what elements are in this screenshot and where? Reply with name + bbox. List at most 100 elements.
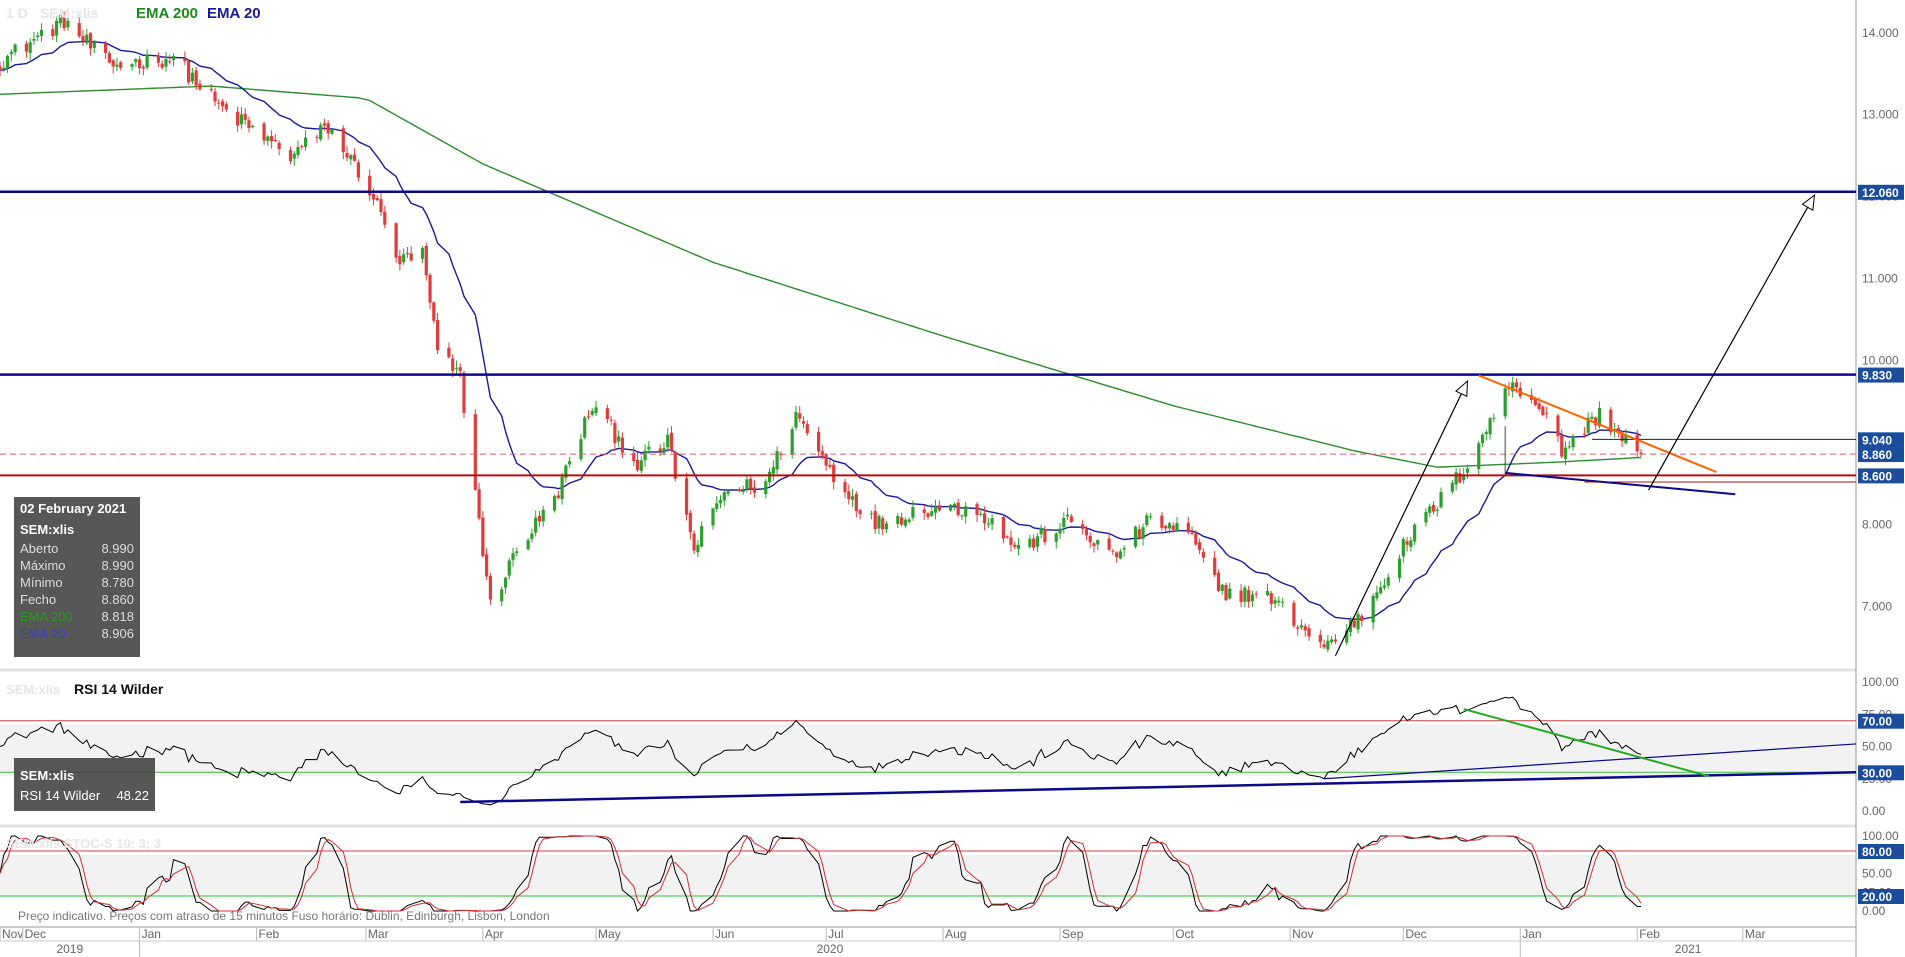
candle (156, 52, 161, 67)
candle (1035, 533, 1039, 552)
target-arrow-line (1647, 194, 1816, 491)
candle (330, 128, 334, 136)
candle (349, 153, 353, 166)
candle (9, 49, 13, 62)
month-label: Apr (485, 927, 504, 941)
candle (530, 528, 534, 543)
candle (579, 433, 583, 462)
candle (104, 40, 108, 59)
candle (1428, 503, 1432, 518)
candle (1009, 530, 1013, 552)
candle (383, 205, 387, 229)
candle (303, 130, 308, 151)
candle (794, 405, 798, 431)
candle (462, 370, 466, 419)
candle (1016, 537, 1021, 556)
candle (447, 342, 451, 359)
month-label: Jun (715, 927, 734, 941)
rsi-tick-label: 100.00 (1862, 675, 1899, 689)
candle (273, 134, 277, 143)
candle (767, 468, 772, 486)
candle (315, 134, 319, 143)
candle (451, 354, 455, 377)
rsi-band (0, 724, 1856, 776)
candle (749, 475, 753, 495)
candle (632, 446, 636, 466)
candle (345, 146, 349, 162)
candle (1307, 624, 1311, 641)
candle (296, 140, 300, 159)
candle (432, 301, 436, 324)
candle (1454, 467, 1458, 491)
candle (1431, 501, 1436, 515)
candle (394, 222, 398, 263)
candle (141, 64, 145, 76)
candle (405, 247, 410, 258)
candle (1088, 532, 1092, 548)
candle (869, 510, 874, 520)
candle (1488, 417, 1492, 440)
candle (1281, 597, 1285, 608)
candle (896, 513, 900, 529)
candle (2, 60, 6, 72)
candle (81, 29, 85, 47)
month-label: Feb (1639, 927, 1660, 941)
candle (1005, 535, 1009, 539)
candle (662, 442, 666, 456)
candle (537, 510, 542, 527)
candle (130, 63, 134, 71)
candle (1092, 541, 1096, 553)
candle (424, 242, 428, 281)
candle (1375, 585, 1379, 601)
tooltip-date: 02 February 2021 (20, 501, 127, 516)
candle (1480, 433, 1485, 448)
candle (741, 485, 745, 495)
ema20-legend[interactable]: EMA 20 (207, 5, 261, 22)
candle (790, 426, 794, 459)
candle (1228, 582, 1232, 600)
rsi-tooltip: SEM:xlis RSI 14 Wilder 48.22 (14, 758, 155, 811)
candle (262, 121, 266, 145)
candle (277, 140, 281, 156)
candle (534, 510, 538, 537)
price-panel[interactable] (0, 0, 1856, 670)
candle (481, 511, 485, 558)
candle (160, 60, 164, 70)
candle (239, 107, 244, 129)
candle (1198, 538, 1202, 555)
candle (541, 505, 545, 527)
price-tag: 12.060 (1858, 184, 1904, 200)
candle (1107, 532, 1111, 552)
candle (1382, 578, 1387, 590)
candle (1065, 507, 1070, 520)
candle (609, 415, 613, 426)
candle (1560, 429, 1564, 459)
rsi-support-trendline-2 (1324, 743, 1857, 780)
candle (1013, 541, 1017, 550)
candle (1635, 429, 1639, 458)
tooltip-symbol: SEM:xlis (20, 522, 75, 537)
candle (1213, 550, 1217, 577)
candle (1164, 524, 1168, 532)
candle (1145, 512, 1149, 527)
candle (847, 484, 851, 505)
candle (647, 440, 651, 454)
ema200-legend[interactable]: EMA 200 (136, 5, 198, 22)
candle (1616, 424, 1620, 438)
candle (684, 472, 689, 521)
candle (1567, 440, 1571, 450)
candle (700, 521, 704, 548)
price-tick-label: 7.000 (1862, 600, 1892, 614)
candle (58, 10, 62, 28)
candle (1318, 629, 1322, 649)
tooltip-row-open: Aberto 8.990 (20, 541, 134, 556)
candle (1503, 383, 1507, 420)
candle (1081, 519, 1085, 535)
candle (1413, 522, 1417, 546)
price-tag-label: 12.060 (1862, 186, 1899, 200)
candle (1386, 573, 1390, 590)
candle (1137, 524, 1141, 541)
price-tick-label: 8.000 (1862, 518, 1892, 532)
candle (873, 504, 877, 534)
